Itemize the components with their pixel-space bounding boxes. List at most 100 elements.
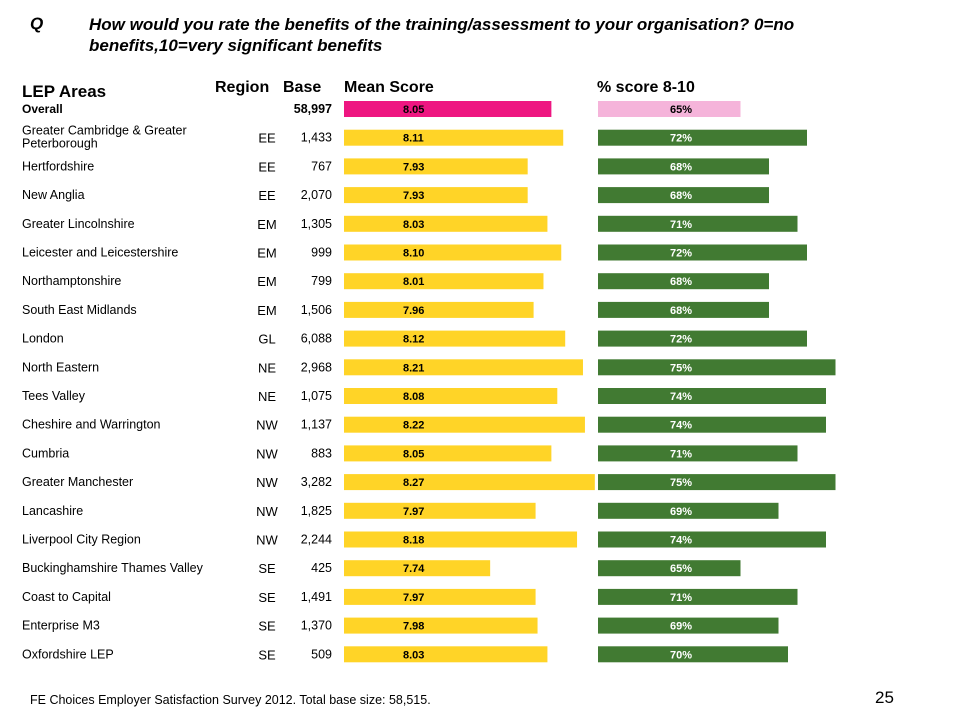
footnote: FE Choices Employer Satisfaction Survey …	[30, 693, 431, 707]
pct-score-bar	[598, 129, 807, 146]
mean-score-label: 7.93	[403, 190, 424, 202]
mean-score-label: 7.96	[403, 305, 424, 317]
pct-score-label: 72%	[670, 334, 692, 346]
category-label: Overall	[22, 102, 63, 116]
pct-score-label: 74%	[670, 391, 692, 403]
base-value: 6,088	[301, 332, 332, 346]
region-code: SE	[258, 590, 276, 605]
pct-score-label: 68%	[670, 190, 692, 202]
pct-score-label: 75%	[670, 362, 692, 374]
base-value: 1,137	[301, 418, 332, 432]
pct-score-bar	[598, 187, 769, 204]
mean-score-label: 8.11	[403, 133, 424, 145]
mean-score-bar	[344, 187, 528, 204]
region-code: EE	[258, 188, 276, 203]
mean-score-bar	[344, 101, 552, 117]
pct-score-bar	[598, 416, 826, 433]
mean-score-bar	[344, 244, 562, 261]
mean-score-label: 7.93	[403, 161, 424, 173]
pct-score-bar	[598, 388, 826, 404]
mean-score-bar	[344, 215, 548, 232]
pct-score-label: 71%	[670, 219, 692, 231]
mean-score-label: 8.03	[403, 219, 424, 231]
mean-score-label: 8.21	[403, 362, 424, 374]
category-label: Hertfordshire	[22, 159, 94, 173]
region-code: NW	[256, 418, 278, 433]
base-value: 1,433	[301, 131, 332, 145]
pct-score-bar	[598, 560, 741, 577]
base-value: 999	[311, 246, 332, 260]
category-label: Cheshire and Warrington	[22, 418, 161, 432]
header-region: Region	[215, 79, 270, 96]
pct-score-bar	[598, 646, 788, 663]
pct-score-bar	[598, 158, 769, 175]
category-label: Liverpool City Region	[22, 533, 141, 547]
pct-score-bar	[598, 445, 798, 462]
pct-score-label: 71%	[670, 448, 692, 460]
mean-score-bar	[344, 531, 578, 548]
region-code: NW	[256, 504, 278, 519]
mean-score-label: 8.22	[403, 420, 424, 432]
mean-score-label: 8.01	[403, 276, 424, 288]
region-code: EM	[257, 217, 277, 232]
base-value: 1,506	[301, 303, 332, 317]
pct-score-bar	[598, 502, 779, 519]
region-code: EM	[257, 246, 277, 261]
base-value: 883	[311, 446, 332, 460]
mean-score-bar	[344, 330, 566, 347]
mean-score-bar	[344, 301, 534, 318]
base-value: 2,968	[301, 360, 332, 374]
mean-score-bar	[344, 359, 583, 376]
mean-score-bar	[344, 273, 544, 290]
mean-score-bar	[344, 388, 558, 404]
mean-score-label: 8.08	[403, 391, 424, 403]
pct-score-label: 70%	[670, 649, 692, 661]
page-number: 25	[875, 688, 894, 707]
base-value: 1,825	[301, 504, 332, 518]
mean-score-label: 8.03	[403, 649, 424, 661]
mean-score-bar	[344, 646, 548, 663]
base-value: 1,491	[301, 590, 332, 604]
pct-score-bar	[598, 531, 826, 548]
mean-score-bar	[344, 129, 564, 146]
base-value: 58,997	[294, 102, 332, 116]
category-label: North Eastern	[22, 360, 99, 374]
pct-score-label: 65%	[670, 563, 692, 575]
mean-score-label: 8.05	[403, 104, 424, 116]
pct-score-label: 74%	[670, 420, 692, 432]
mean-score-label: 8.18	[403, 535, 424, 547]
mean-score-bar	[344, 502, 536, 519]
category-label: New Anglia	[22, 188, 85, 202]
category-label: Greater Manchester	[22, 475, 133, 489]
pct-score-bar	[598, 244, 807, 261]
region-code: NE	[258, 360, 276, 375]
pct-score-bar	[598, 588, 798, 605]
mean-score-label: 7.97	[403, 506, 424, 518]
pct-score-bar	[598, 474, 836, 491]
mean-score-bar	[344, 474, 595, 491]
category-label: Coast to Capital	[22, 590, 111, 604]
mean-score-bar	[344, 560, 491, 577]
base-value: 425	[311, 561, 332, 575]
base-value: 509	[311, 647, 332, 661]
pct-score-bar	[598, 301, 769, 318]
region-code: NW	[256, 533, 278, 548]
category-label: Buckinghamshire Thames Valley	[22, 561, 204, 575]
base-value: 1,075	[301, 389, 332, 403]
pct-score-label: 71%	[670, 592, 692, 604]
header-base: Base	[283, 79, 322, 96]
region-code: SE	[258, 561, 276, 576]
mean-score-bar	[344, 588, 536, 605]
region-code: NE	[258, 389, 276, 404]
pct-score-label: 75%	[670, 477, 692, 489]
category-label: Oxfordshire LEP	[22, 647, 114, 661]
category-label: Enterprise M3	[22, 619, 100, 633]
region-code: EE	[258, 159, 276, 174]
region-code: GL	[258, 332, 275, 347]
header-pct-score: % score 8-10	[597, 79, 695, 96]
mean-score-label: 8.10	[403, 248, 424, 260]
mean-score-label: 8.05	[403, 448, 424, 460]
pct-score-label: 74%	[670, 535, 692, 547]
mean-score-label: 7.74	[403, 563, 425, 575]
mean-score-label: 7.97	[403, 592, 424, 604]
